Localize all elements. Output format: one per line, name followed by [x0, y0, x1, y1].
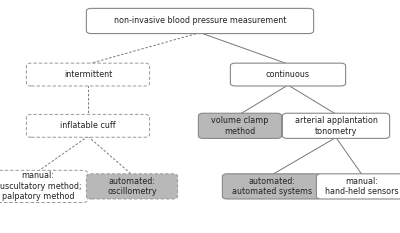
Text: intermittent: intermittent	[64, 70, 112, 79]
FancyBboxPatch shape	[222, 174, 322, 199]
Text: volume clamp
method: volume clamp method	[211, 116, 269, 136]
FancyBboxPatch shape	[0, 170, 88, 202]
Text: manual:
auscultatory method;
palpatory method: manual: auscultatory method; palpatory m…	[0, 171, 81, 201]
Text: continuous: continuous	[266, 70, 310, 79]
Text: automated:
oscillometry: automated: oscillometry	[107, 177, 157, 196]
FancyBboxPatch shape	[86, 8, 314, 34]
FancyBboxPatch shape	[26, 63, 150, 86]
FancyBboxPatch shape	[282, 113, 390, 138]
FancyBboxPatch shape	[316, 174, 400, 199]
FancyBboxPatch shape	[26, 114, 150, 137]
FancyBboxPatch shape	[230, 63, 346, 86]
Text: non-invasive blood pressure measurement: non-invasive blood pressure measurement	[114, 17, 286, 25]
Text: arterial applantation
tonometry: arterial applantation tonometry	[294, 116, 378, 136]
Text: automated:
automated systems: automated: automated systems	[232, 177, 312, 196]
FancyBboxPatch shape	[86, 174, 178, 199]
Text: manual:
hand-held sensors: manual: hand-held sensors	[325, 177, 399, 196]
FancyBboxPatch shape	[198, 113, 282, 138]
Text: inflatable cuff: inflatable cuff	[60, 121, 116, 130]
